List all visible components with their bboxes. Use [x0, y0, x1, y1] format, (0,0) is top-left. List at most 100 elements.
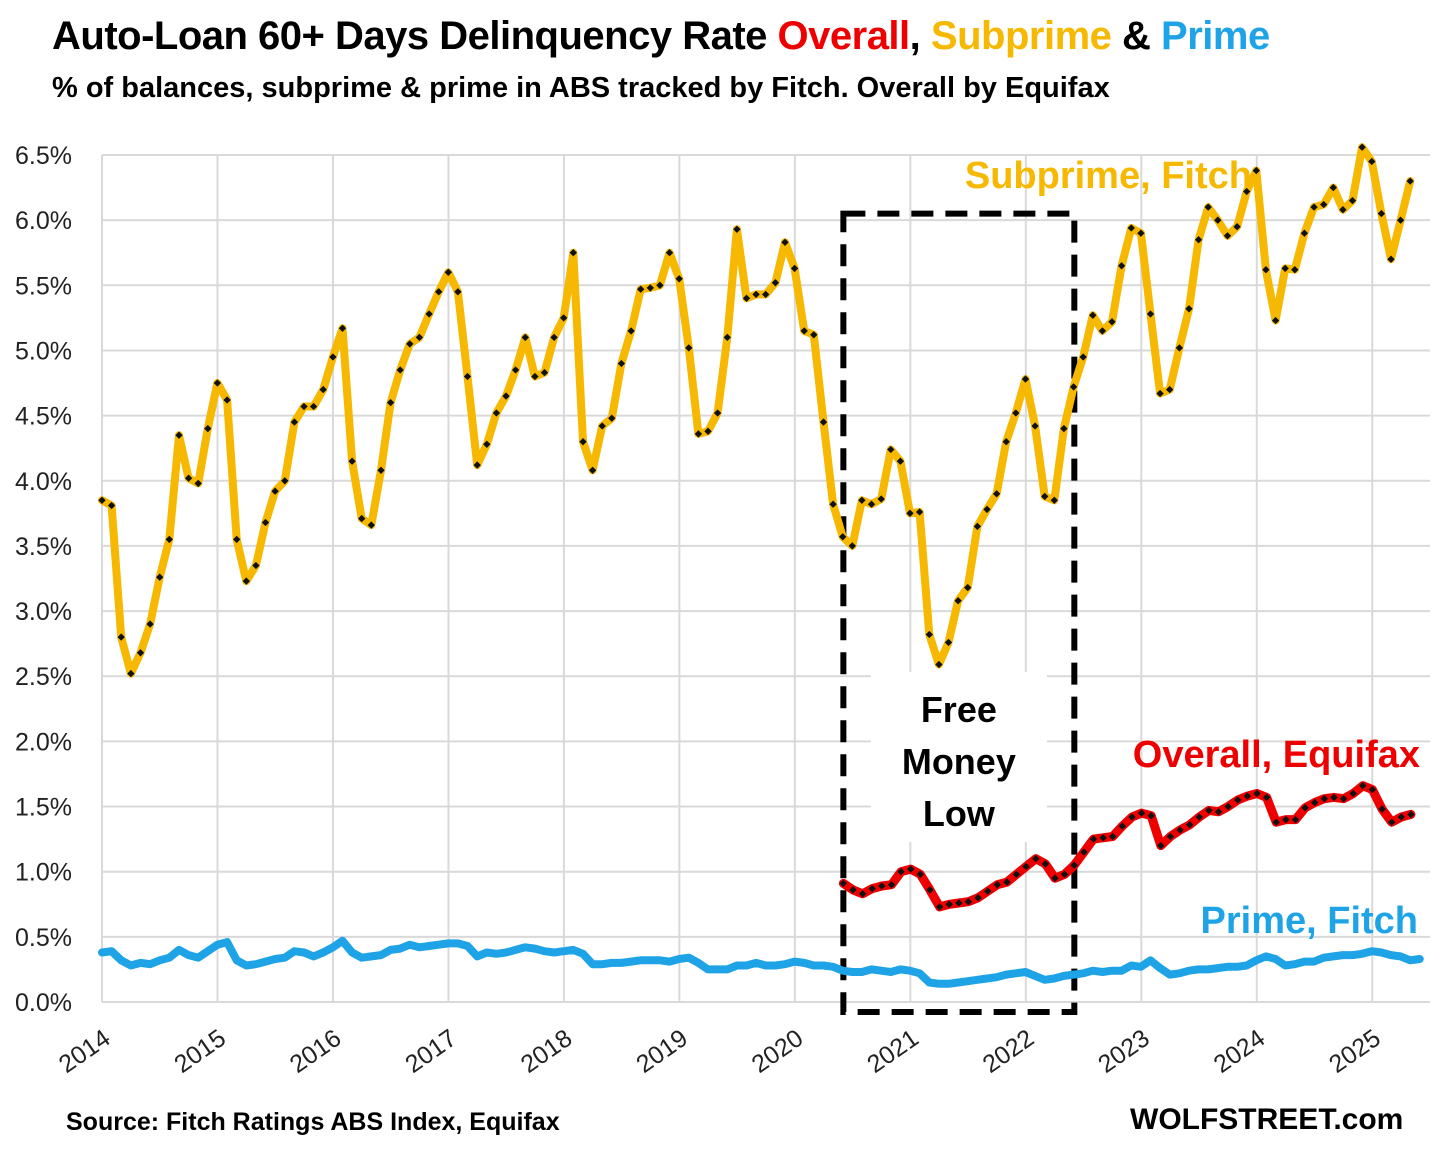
overall-point — [1051, 874, 1059, 882]
subprime-point — [348, 457, 356, 465]
subprime-point — [810, 331, 818, 339]
overall-point — [984, 887, 992, 895]
overall-point — [1311, 798, 1319, 807]
subprime-point — [617, 359, 626, 368]
subprime-point — [983, 505, 991, 514]
subprime-point — [319, 385, 327, 394]
overall-point — [955, 899, 963, 907]
overall-point — [1099, 834, 1107, 842]
subprime-point — [762, 290, 770, 299]
overall-point — [849, 886, 857, 894]
subprime-point — [829, 500, 837, 508]
overall-label: Overall, Equifax — [1133, 734, 1420, 776]
box-label-backing — [870, 672, 1047, 842]
overall-point — [1407, 810, 1415, 819]
subprime-point — [406, 340, 414, 348]
overall-point — [1089, 835, 1098, 843]
subprime-point — [925, 630, 933, 639]
y-axis-ticks: 0.0% 0.5% 1.0% 1.5% 2.0% 2.5% 3.0% 3.5% 4.0% 4.5%… — [15, 142, 72, 1017]
box-label-line: Free — [921, 689, 997, 730]
subprime-point — [386, 398, 395, 407]
subprime-point — [454, 288, 462, 296]
overall-point — [1186, 821, 1194, 829]
subprime-point — [848, 542, 856, 550]
subprime-point — [887, 445, 895, 454]
subprime-point — [800, 327, 808, 335]
series-subprime — [98, 143, 1415, 678]
subprime-point — [877, 495, 885, 503]
subprime-point — [184, 474, 193, 482]
overall-point — [1378, 805, 1386, 813]
overall-point — [1205, 806, 1213, 815]
overall-point — [1109, 832, 1117, 841]
overall-point — [887, 881, 896, 889]
y-tick-label: 6.0% — [15, 207, 72, 235]
subprime-point — [608, 414, 616, 422]
subprime-point — [1252, 166, 1260, 175]
subprime-point — [521, 333, 529, 342]
overall-point — [1349, 789, 1357, 798]
title-sep-1: , — [909, 14, 931, 58]
y-tick-label: 4.0% — [15, 468, 72, 496]
subprime-point — [358, 514, 366, 523]
subprime-point — [771, 279, 780, 287]
x-tick-label: 2017 — [400, 1024, 462, 1079]
overall-point — [1282, 815, 1290, 824]
subprime-point — [165, 535, 173, 544]
overall-point — [1339, 795, 1348, 803]
series-group — [98, 143, 1424, 988]
subprime-point — [579, 438, 587, 446]
series-labels: Subprime, Fitch Overall, Equifax Prime, Fi… — [965, 155, 1420, 942]
overall-point — [907, 865, 915, 873]
subprime-point — [483, 440, 491, 448]
overall-point — [1080, 848, 1088, 856]
x-tick-label: 2019 — [631, 1024, 693, 1079]
subprime-point — [156, 573, 164, 581]
subprime-point — [531, 372, 539, 381]
y-tick-label: 2.0% — [15, 728, 72, 756]
y-tick-label: 1.5% — [15, 794, 72, 822]
overall-point — [1147, 812, 1155, 820]
subprime-point — [935, 660, 943, 669]
subprime-point — [367, 521, 375, 529]
subprime-label: Subprime, Fitch — [965, 155, 1252, 197]
subprime-point — [1127, 224, 1135, 232]
subprime-point — [839, 533, 847, 541]
subprime-point — [858, 496, 866, 504]
source-note: Source: Fitch Ratings ABS Index, Equifax — [66, 1108, 560, 1136]
subprime-point — [675, 275, 683, 283]
x-axis-ticks: 2014 2015 2016 2017 2018 2019 2020 2021 2022 2023… — [54, 1024, 1386, 1079]
subprime-point — [733, 225, 741, 233]
subprime-point — [694, 430, 703, 438]
series-overall — [838, 781, 1416, 912]
overall-point — [916, 870, 924, 878]
subprime-point — [463, 372, 472, 381]
subprime-point — [396, 366, 404, 374]
x-tick-label: 2023 — [1093, 1024, 1155, 1079]
overall-point — [1022, 862, 1030, 871]
overall-point — [1214, 808, 1223, 816]
subprime-point — [742, 294, 751, 302]
x-tick-label: 2022 — [978, 1024, 1040, 1079]
box-label-line: Low — [923, 793, 996, 834]
subprime-line — [98, 143, 1415, 678]
subprime-point — [627, 327, 635, 335]
title-overall: Overall — [777, 14, 911, 58]
subprime-point — [1002, 438, 1010, 446]
prime-line — [98, 936, 1424, 988]
subprime-point — [1185, 305, 1193, 313]
subprime-point — [444, 268, 452, 276]
subprime-point — [954, 597, 962, 605]
x-tick-label: 2014 — [54, 1024, 116, 1079]
overall-point — [1060, 870, 1069, 878]
subprime-point — [425, 310, 433, 318]
overall-point — [1032, 855, 1040, 863]
y-tick-label: 1.0% — [15, 859, 72, 887]
subprime-point — [964, 583, 972, 592]
subprime-point — [646, 284, 654, 292]
subprime-point — [309, 402, 318, 411]
overall-point — [1003, 878, 1011, 886]
y-tick-label: 2.5% — [15, 663, 72, 691]
overall-point — [1388, 818, 1396, 826]
x-tick-label: 2025 — [1324, 1024, 1386, 1079]
